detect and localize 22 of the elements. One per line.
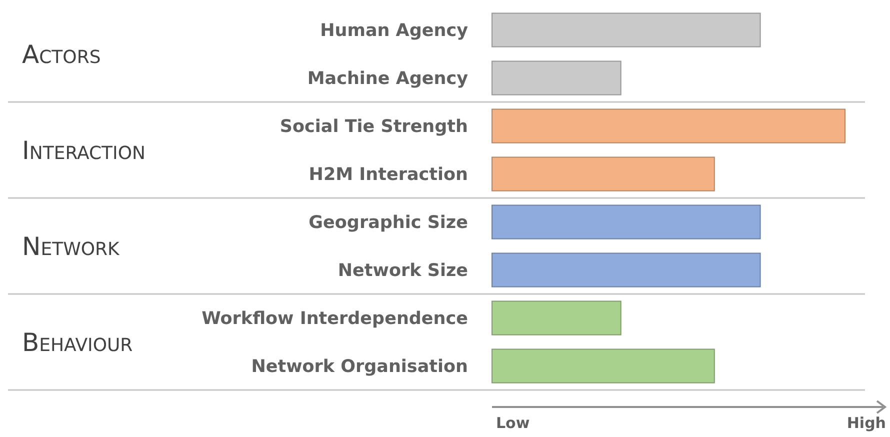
- bar: [492, 12, 761, 48]
- y-tick-label: Geographic Size: [308, 213, 468, 234]
- bar: [492, 252, 761, 288]
- y-tick-label: Network Organisation: [251, 357, 468, 378]
- text: High: [846, 414, 886, 432]
- y-tick-label: Social Tie Strength: [280, 117, 468, 138]
- text: Behaviour: [22, 328, 133, 357]
- y-tick-label: Machine Agency: [307, 69, 469, 90]
- text: Low: [496, 414, 530, 432]
- text: Network: [22, 232, 121, 261]
- y-tick-label: Network Size: [338, 261, 468, 282]
- text: Actors: [22, 40, 101, 69]
- bar: [492, 204, 761, 240]
- bar: [492, 300, 622, 336]
- y-tick-label: Workflow Interdependence: [202, 309, 468, 330]
- y-tick-label: Human Agency: [320, 21, 469, 42]
- y-tick-label: H2M Interaction: [308, 165, 468, 186]
- bar: [492, 108, 846, 144]
- bar: [492, 348, 715, 384]
- bar: [492, 60, 622, 96]
- bar: [492, 156, 715, 192]
- text: Interaction: [22, 136, 146, 165]
